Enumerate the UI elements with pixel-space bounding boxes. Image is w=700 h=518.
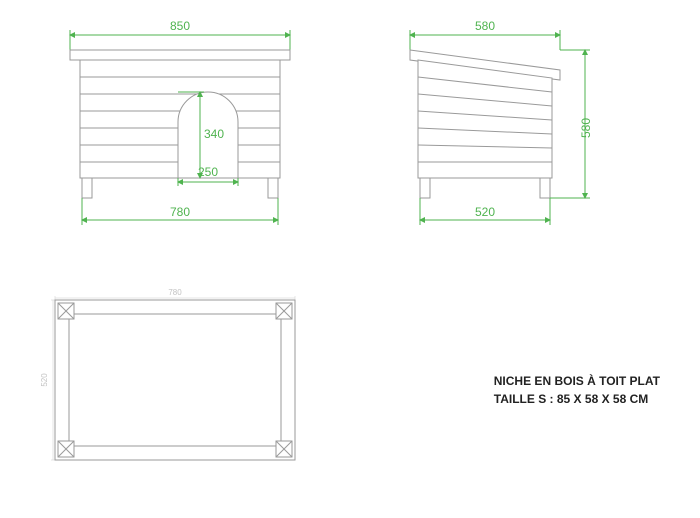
dim-door-width-text: 250: [198, 165, 218, 179]
top-view: 780 520: [40, 288, 295, 460]
dim-height-text: 580: [579, 118, 593, 138]
dim-roof-depth-text: 580: [475, 19, 495, 33]
product-label: NICHE EN BOIS À TOIT PLAT TAILLE S : 85 …: [494, 372, 660, 408]
dim-base-width-text: 780: [170, 205, 190, 219]
product-size: TAILLE S : 85 X 58 X 58 CM: [494, 390, 660, 408]
product-title: NICHE EN BOIS À TOIT PLAT: [494, 372, 660, 390]
technical-drawing: 850 340: [0, 0, 700, 518]
dim-roof-depth: [410, 30, 560, 50]
front-body: [70, 50, 290, 198]
top-body: [55, 300, 295, 460]
dim-top-width-text: 780: [168, 288, 182, 297]
dim-door-height-text: 340: [204, 127, 224, 141]
side-body: [410, 50, 560, 198]
dim-base-depth-text: 520: [475, 205, 495, 219]
dim-door-width: [178, 178, 238, 186]
dim-roof-width-text: 850: [170, 19, 190, 33]
side-view: 580 580: [410, 19, 593, 225]
dim-roof-width: [70, 30, 290, 50]
front-view: 850 340: [70, 19, 290, 225]
dim-top-depth-text: 520: [40, 373, 49, 387]
